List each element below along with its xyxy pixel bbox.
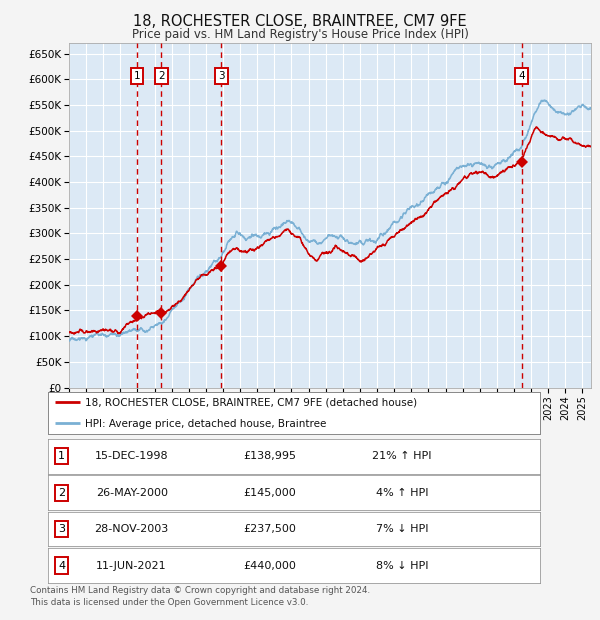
Text: 21% ↑ HPI: 21% ↑ HPI — [373, 451, 432, 461]
Text: 4% ↑ HPI: 4% ↑ HPI — [376, 488, 428, 498]
Text: £237,500: £237,500 — [243, 524, 296, 534]
Text: 8% ↓ HPI: 8% ↓ HPI — [376, 560, 428, 570]
Text: 26-MAY-2000: 26-MAY-2000 — [95, 488, 167, 498]
Text: 11-JUN-2021: 11-JUN-2021 — [97, 560, 167, 570]
Text: Contains HM Land Registry data © Crown copyright and database right 2024.
This d: Contains HM Land Registry data © Crown c… — [30, 586, 370, 608]
Text: 1: 1 — [58, 451, 65, 461]
Text: Price paid vs. HM Land Registry's House Price Index (HPI): Price paid vs. HM Land Registry's House … — [131, 28, 469, 41]
Text: 1: 1 — [133, 71, 140, 81]
Text: 2: 2 — [58, 488, 65, 498]
Text: 2: 2 — [158, 71, 165, 81]
Text: 7% ↓ HPI: 7% ↓ HPI — [376, 524, 428, 534]
Text: 3: 3 — [58, 524, 65, 534]
Text: 4: 4 — [518, 71, 525, 81]
Text: 28-NOV-2003: 28-NOV-2003 — [95, 524, 169, 534]
Text: £138,995: £138,995 — [243, 451, 296, 461]
Text: £145,000: £145,000 — [243, 488, 296, 498]
Text: 3: 3 — [218, 71, 225, 81]
Text: 18, ROCHESTER CLOSE, BRAINTREE, CM7 9FE (detached house): 18, ROCHESTER CLOSE, BRAINTREE, CM7 9FE … — [85, 398, 417, 408]
Text: £440,000: £440,000 — [243, 560, 296, 570]
Text: 18, ROCHESTER CLOSE, BRAINTREE, CM7 9FE: 18, ROCHESTER CLOSE, BRAINTREE, CM7 9FE — [133, 14, 467, 29]
Text: 4: 4 — [58, 560, 65, 570]
Text: HPI: Average price, detached house, Braintree: HPI: Average price, detached house, Brai… — [85, 419, 326, 429]
Text: 15-DEC-1998: 15-DEC-1998 — [95, 451, 169, 461]
